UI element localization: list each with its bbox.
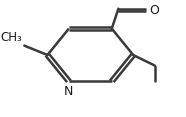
Text: N: N	[63, 85, 73, 98]
Text: CH₃: CH₃	[0, 31, 22, 44]
Text: O: O	[149, 4, 159, 16]
